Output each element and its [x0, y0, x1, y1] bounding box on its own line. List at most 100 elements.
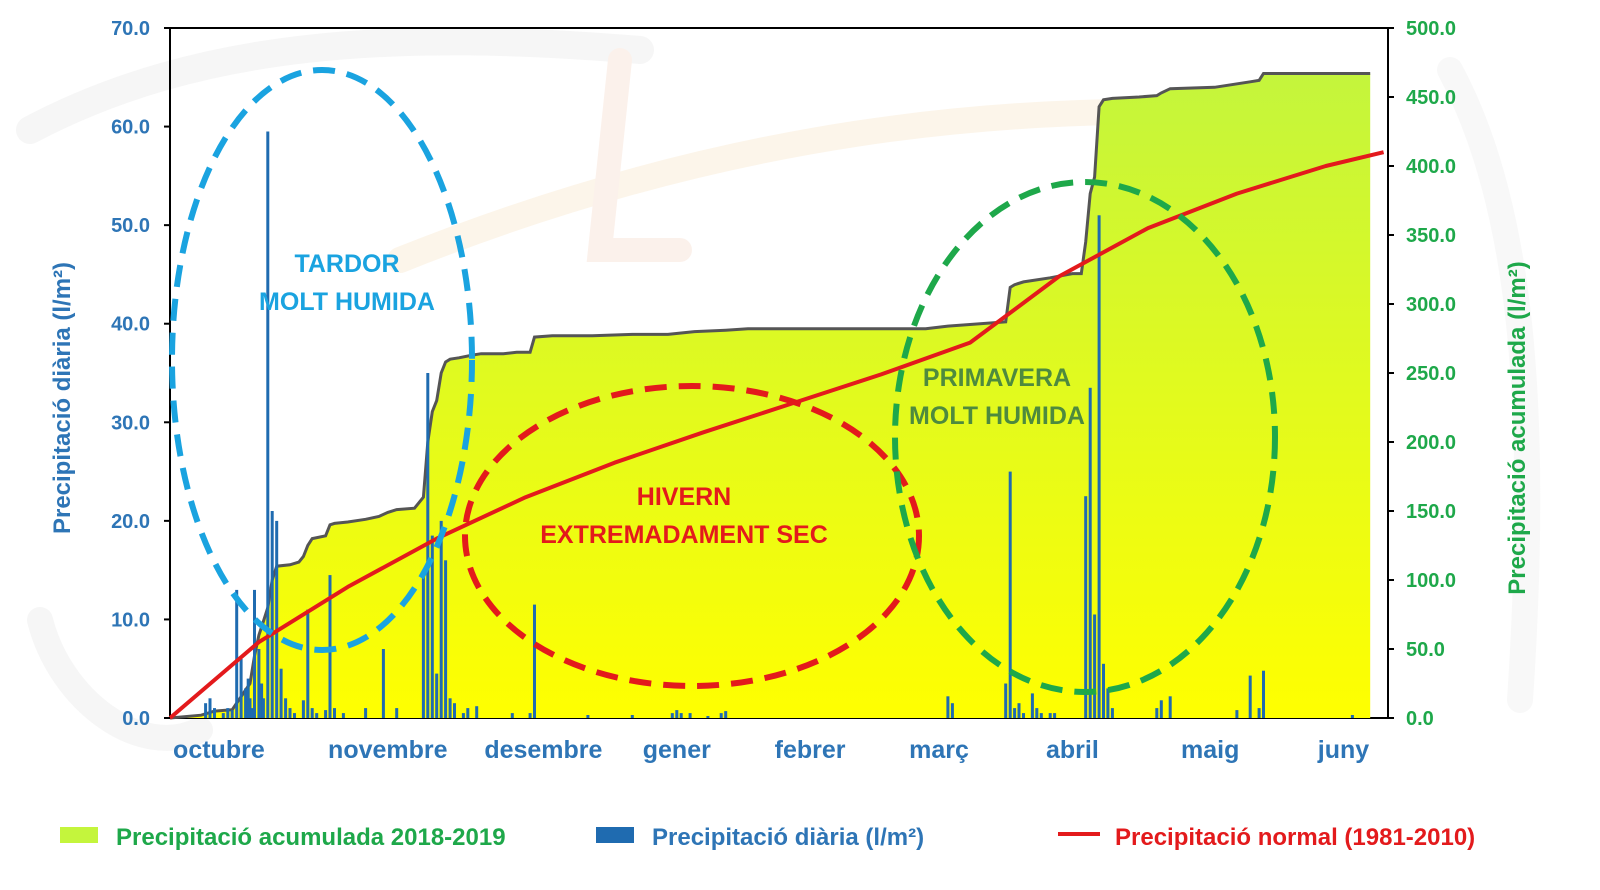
legend: Precipitació acumulada 2018-2019 Precipi… — [60, 824, 1475, 851]
daily-bar — [333, 708, 336, 718]
daily-bar — [586, 715, 590, 718]
daily-bar — [208, 698, 212, 718]
month-label: maig — [1181, 736, 1239, 764]
daily-bar — [204, 703, 208, 718]
annotation-label: EXTREMADAMENT SEC — [540, 521, 828, 549]
daily-bar — [244, 688, 248, 718]
cumulative-edge — [169, 72, 1371, 720]
annotation-label: HIVERN — [637, 483, 731, 511]
daily-bar — [261, 698, 265, 718]
left-tick-label: 40.0 — [111, 314, 150, 336]
daily-bar — [279, 668, 283, 718]
daily-bar — [950, 703, 954, 718]
right-tick-label: 200.0 — [1406, 432, 1456, 454]
daily-bar — [310, 708, 314, 718]
daily-bar — [675, 710, 679, 718]
left-tick-label: 60.0 — [111, 117, 150, 139]
daily-bar — [1262, 670, 1265, 718]
daily-bar — [275, 520, 279, 718]
daily-bar — [679, 713, 683, 718]
daily-bar — [270, 511, 274, 718]
daily-bar — [1168, 696, 1172, 718]
daily-bar — [257, 649, 261, 718]
left-tick-label: 50.0 — [111, 215, 150, 237]
daily-bar — [946, 696, 950, 718]
daily-bar — [706, 716, 710, 718]
daily-bar — [364, 708, 368, 718]
right-tick-label: 250.0 — [1406, 363, 1456, 385]
daily-bar — [324, 710, 328, 718]
daily-bar — [250, 708, 254, 718]
left-axis-ticks: 0.0 10.0 20.0 30.0 40.0 50.0 60.0 70.0 — [111, 18, 170, 730]
legend-daily-swatch — [596, 827, 634, 843]
daily-bar — [1257, 708, 1261, 718]
daily-bar — [213, 708, 216, 718]
legend-normal-label: Precipitació normal (1981-2010) — [1115, 824, 1475, 851]
daily-bar — [444, 560, 448, 718]
daily-bar — [288, 708, 292, 718]
daily-bar — [724, 711, 728, 718]
daily-bar — [293, 713, 296, 718]
legend-cumulative-label: Precipitació acumulada 2018-2019 — [116, 824, 506, 851]
daily-bar — [1110, 708, 1114, 718]
daily-bar — [435, 673, 439, 718]
annotation-label: TARDOR — [294, 250, 399, 278]
daily-bar — [1004, 683, 1008, 718]
daily-bar — [266, 131, 270, 718]
daily-bar — [466, 708, 470, 718]
daily-bar — [1102, 663, 1105, 718]
daily-bar — [306, 609, 310, 718]
month-label: novembre — [328, 736, 448, 764]
daily-bar — [1248, 675, 1252, 718]
daily-bar — [301, 700, 305, 718]
annotation-label: MOLT HUMIDA — [909, 402, 1085, 430]
daily-bar — [1048, 713, 1052, 718]
daily-bar — [1106, 688, 1110, 718]
legend-cumulative-swatch — [60, 827, 98, 843]
right-tick-label: 100.0 — [1406, 570, 1456, 592]
daily-bar — [284, 698, 288, 718]
left-tick-label: 30.0 — [111, 412, 150, 434]
cumulative-area — [170, 73, 1371, 718]
daily-bar — [1093, 614, 1097, 718]
left-tick-label: 20.0 — [111, 511, 150, 533]
daily-bar — [439, 520, 443, 718]
daily-bar — [253, 589, 256, 718]
annotation-labels: TARDOR MOLT HUMIDA HIVERN EXTREMADAMENT SEC… — [259, 250, 1085, 549]
month-labels: octubre novembre desembre gener febrer març ab… — [173, 736, 1369, 764]
annotation-label: PRIMAVERA — [923, 364, 1071, 392]
daily-bar — [1159, 700, 1163, 718]
daily-bar — [246, 678, 250, 718]
right-tick-label: 500.0 — [1406, 18, 1456, 40]
month-label: gener — [643, 736, 711, 764]
daily-bar — [1097, 215, 1101, 719]
daily-bar — [248, 698, 252, 718]
right-tick-label: 300.0 — [1406, 294, 1456, 316]
daily-bar — [395, 708, 399, 718]
daily-bar — [1053, 713, 1057, 718]
daily-bar — [260, 683, 264, 718]
right-tick-label: 50.0 — [1406, 639, 1445, 661]
annotation-label: MOLT HUMIDA — [259, 288, 435, 316]
daily-bar — [475, 706, 479, 718]
daily-bar — [448, 698, 452, 718]
month-label: febrer — [775, 736, 846, 764]
daily-bar — [670, 713, 674, 718]
daily-bar — [328, 575, 332, 718]
legend-daily-label: Precipitació diària (l/m²) — [652, 824, 924, 851]
right-tick-label: 150.0 — [1406, 501, 1456, 523]
daily-bar — [1084, 496, 1088, 718]
daily-bar — [453, 703, 456, 718]
right-tick-label: 450.0 — [1406, 87, 1456, 109]
daily-bar — [315, 713, 319, 718]
daily-bar — [239, 658, 243, 718]
month-label: octubre — [173, 736, 265, 764]
daily-bar — [510, 713, 514, 718]
month-label: desembre — [484, 736, 602, 764]
cumulative-area-group — [169, 72, 1371, 720]
daily-bar — [1350, 715, 1354, 718]
daily-bar — [1022, 713, 1025, 718]
daily-bar — [430, 535, 434, 718]
left-tick-label: 10.0 — [111, 609, 150, 631]
right-tick-label: 350.0 — [1406, 225, 1456, 247]
